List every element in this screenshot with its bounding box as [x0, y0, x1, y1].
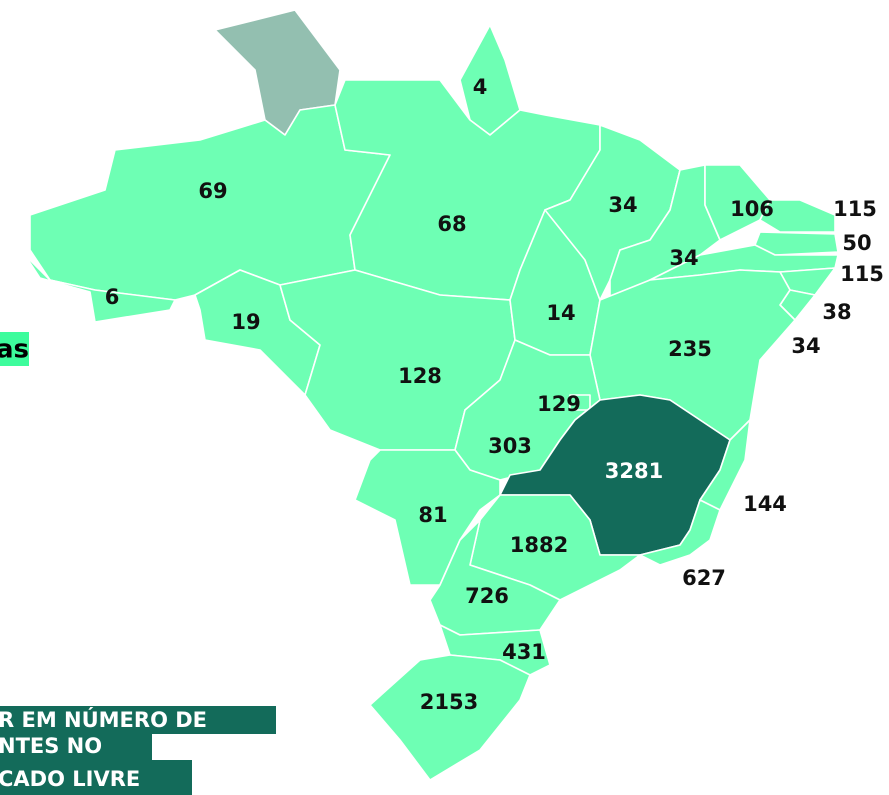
- state-value: 38: [822, 300, 851, 324]
- state-value: 235: [668, 337, 712, 361]
- state-value: 34: [608, 193, 637, 217]
- caption-line: NTES NO: [0, 734, 102, 758]
- caption-box: [0, 734, 152, 760]
- state-value: 81: [418, 503, 447, 527]
- state-value: 50: [842, 231, 871, 255]
- state-value: 6: [105, 285, 120, 309]
- state: [704, 164, 771, 241]
- state: [429, 519, 561, 636]
- state-value: 68: [437, 212, 466, 236]
- state-value: 3281: [605, 459, 663, 483]
- state-value: 129: [537, 392, 581, 416]
- caption-line: R EM NÚMERO DE: [0, 707, 207, 732]
- state-value: 69: [198, 179, 227, 203]
- state-value: 115: [840, 262, 884, 286]
- state: [24, 254, 176, 323]
- state-value: 34: [791, 334, 820, 358]
- state-value: 128: [398, 364, 442, 388]
- state-value: 19: [231, 310, 260, 334]
- state-value: 303: [488, 434, 532, 458]
- state: [639, 499, 721, 566]
- state-value: 2153: [420, 690, 478, 714]
- side-highlight: [0, 332, 29, 366]
- caption-line: CADO LIVRE: [0, 767, 140, 791]
- state-value: 14: [546, 301, 575, 325]
- state-value: 431: [502, 640, 546, 664]
- caption-box: [0, 706, 276, 734]
- state-value: 1882: [510, 533, 568, 557]
- state-value: 115: [833, 197, 877, 221]
- state-value: 106: [730, 197, 774, 221]
- state-value: 4: [473, 75, 488, 99]
- state-value: 726: [465, 584, 509, 608]
- side-text: as: [0, 335, 29, 365]
- caption-box: [0, 760, 192, 795]
- state-value: 627: [682, 566, 726, 590]
- state-value: 34: [669, 246, 698, 270]
- state: [759, 199, 836, 233]
- state: [754, 231, 839, 256]
- state-value: 144: [743, 492, 787, 516]
- states: [24, 9, 839, 781]
- state: [369, 654, 531, 781]
